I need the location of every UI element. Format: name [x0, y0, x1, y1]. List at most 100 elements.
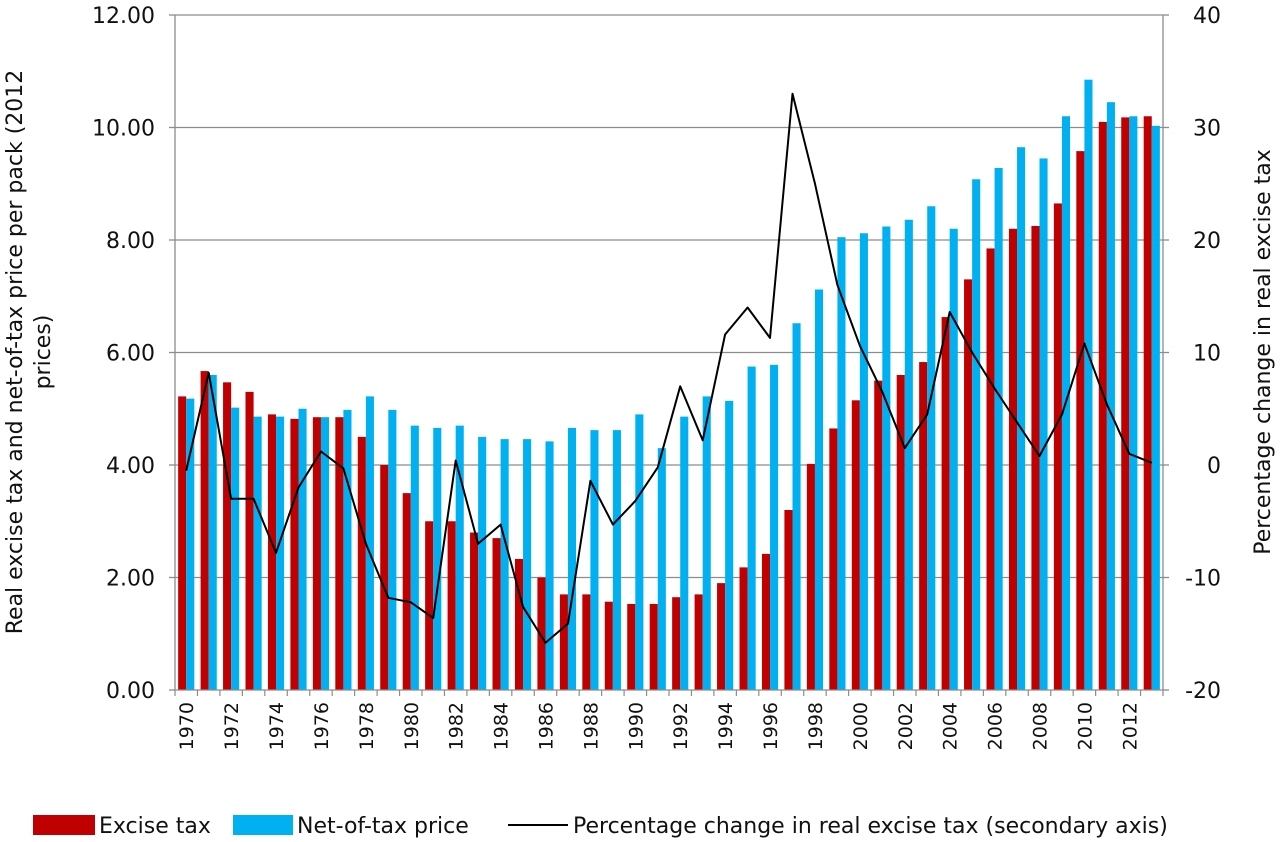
bar-excise-tax — [402, 493, 411, 690]
bar-net-of-tax-price — [388, 409, 397, 690]
bar-net-of-tax-price — [186, 398, 195, 690]
line-pct-change — [185, 92, 1153, 644]
bar-excise-tax — [919, 362, 928, 690]
x-tick-label: 1982 — [446, 702, 468, 750]
x-tick-label: 1996 — [760, 702, 782, 750]
bar-excise-tax — [986, 248, 995, 690]
bar-excise-tax — [514, 558, 524, 690]
bar-excise-tax — [761, 553, 771, 690]
legend-label-net-of-tax-price: Net-of-tax price — [297, 814, 469, 839]
line-series — [185, 92, 1153, 644]
y-axis-right-ticks: -20 -10 0 10 20 30 40 — [1163, 4, 1221, 704]
bar-excise-tax — [1121, 117, 1130, 690]
bar-net-of-tax-price — [545, 441, 554, 690]
y-right-tick-label: 0 — [1207, 454, 1221, 479]
x-tick-label: 1980 — [401, 702, 423, 750]
x-tick-label: 1986 — [536, 702, 558, 750]
bar-excise-tax — [829, 428, 838, 690]
bar-net-of-tax-price — [1129, 116, 1138, 690]
bar-net-of-tax-price — [523, 439, 532, 690]
x-tick-label: 1970 — [176, 702, 198, 750]
bar-excise-tax — [1031, 225, 1040, 690]
x-tick-label: 1998 — [805, 702, 827, 750]
bar-net-of-tax-price — [500, 439, 509, 690]
bar-excise-tax — [357, 436, 366, 690]
y-axis-left-ticks: 0.00 2.00 4.00 6.00 8.00 10.00 12.00 — [92, 4, 175, 704]
y-left-tick-label: 12.00 — [92, 4, 155, 29]
y-axis-left-title-line2: prices) — [31, 315, 56, 390]
x-tick-label: 1978 — [356, 702, 378, 750]
bar-net-of-tax-price — [994, 168, 1003, 690]
x-tick-label: 2006 — [985, 702, 1007, 750]
bar-excise-tax — [178, 396, 187, 690]
bar-excise-tax — [1008, 228, 1018, 690]
bar-net-of-tax-price — [792, 323, 801, 690]
x-tick-label: 2004 — [940, 702, 962, 750]
bar-excise-tax — [1098, 121, 1107, 690]
bar-net-of-tax-price — [1039, 158, 1048, 690]
bar-excise-tax — [267, 414, 277, 690]
bar-excise-tax — [851, 400, 860, 690]
bar-net-of-tax-price — [1084, 79, 1093, 690]
bar-excise-tax — [425, 521, 434, 690]
bar-net-of-tax-price — [904, 219, 913, 690]
bar-excise-tax — [964, 279, 973, 690]
bar-net-of-tax-price — [276, 416, 285, 690]
bar-net-of-tax-price — [1151, 125, 1160, 690]
bar-net-of-tax-price — [814, 289, 824, 690]
bar-excise-tax — [649, 603, 658, 690]
bar-net-of-tax-price — [859, 233, 868, 690]
y-right-tick-label: 40 — [1193, 4, 1221, 29]
y-right-tick-label: 30 — [1193, 117, 1221, 142]
bars — [178, 79, 1160, 690]
bar-excise-tax — [537, 577, 546, 690]
bar-excise-tax — [492, 538, 501, 690]
x-tick-label: 1992 — [670, 702, 692, 750]
bar-net-of-tax-price — [747, 366, 756, 690]
bar-excise-tax — [941, 317, 950, 690]
bar-net-of-tax-price — [972, 179, 981, 690]
x-axis-ticks: 1970 1972 1974 1976 1978 1980 1982 1984 1986 1988… — [176, 702, 1141, 750]
bar-net-of-tax-price — [837, 237, 846, 690]
bar-net-of-tax-price — [410, 425, 419, 690]
bar-excise-tax — [380, 465, 389, 690]
y-left-tick-label: 8.00 — [106, 229, 155, 254]
bar-net-of-tax-price — [1106, 102, 1115, 690]
bar-excise-tax — [223, 382, 232, 690]
x-tick-label: 1994 — [715, 702, 737, 750]
bar-excise-tax — [335, 417, 344, 690]
bar-excise-tax — [470, 532, 479, 690]
y-right-tick-label: 10 — [1193, 342, 1221, 367]
bar-net-of-tax-price — [320, 417, 330, 690]
y-axis-left-title-line1: Real excise tax and net-of-tax price per… — [3, 70, 28, 635]
x-tick-label: 2010 — [1074, 702, 1096, 750]
x-tick-label: 1990 — [625, 702, 647, 750]
bar-net-of-tax-price — [567, 427, 577, 690]
y-left-tick-label: 4.00 — [106, 454, 155, 479]
bar-net-of-tax-price — [949, 228, 958, 690]
bar-net-of-tax-price — [612, 430, 621, 690]
x-tick-label: 1984 — [491, 702, 513, 750]
bar-net-of-tax-price — [927, 206, 936, 690]
bar-net-of-tax-price — [657, 448, 666, 690]
bar-net-of-tax-price — [702, 396, 711, 690]
bar-excise-tax — [245, 391, 254, 690]
bar-net-of-tax-price — [208, 375, 217, 690]
bar-excise-tax — [1076, 151, 1085, 690]
bar-excise-tax — [806, 463, 815, 690]
bar-excise-tax — [627, 603, 636, 690]
x-tick-label: 2012 — [1119, 702, 1141, 750]
bar-net-of-tax-price — [343, 409, 352, 690]
x-tick-label: 1972 — [221, 702, 243, 750]
bar-net-of-tax-price — [478, 436, 487, 690]
bar-excise-tax — [559, 594, 568, 690]
bar-excise-tax — [694, 594, 703, 690]
bar-net-of-tax-price — [725, 400, 734, 690]
bar-net-of-tax-price — [298, 408, 307, 690]
bar-net-of-tax-price — [253, 416, 262, 690]
legend: Excise tax Net-of-tax price Percentage c… — [33, 814, 1168, 839]
x-tick-label: 2000 — [850, 702, 872, 750]
bar-net-of-tax-price — [635, 414, 644, 690]
bar-excise-tax — [447, 521, 456, 690]
